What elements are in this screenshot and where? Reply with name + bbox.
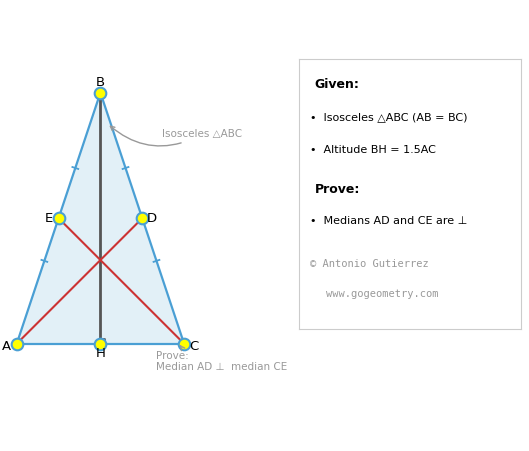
Text: E: E — [44, 212, 53, 225]
Point — [180, 340, 188, 347]
Text: Given:: Given: — [314, 78, 359, 91]
Text: © Antonio Gutierrez: © Antonio Gutierrez — [310, 259, 428, 269]
Text: Isosceles △ABC: Isosceles △ABC — [111, 126, 242, 146]
Polygon shape — [17, 93, 184, 344]
Point — [13, 340, 21, 347]
Text: www.gogeometry.com: www.gogeometry.com — [325, 289, 438, 299]
Text: A: A — [2, 340, 11, 353]
Text: Prove:
Median AD ⊥  median CE: Prove: Median AD ⊥ median CE — [156, 346, 287, 373]
Text: Prove:: Prove: — [314, 183, 360, 196]
Text: •  Isosceles △ABC (AB = BC): • Isosceles △ABC (AB = BC) — [310, 113, 468, 123]
Text: H: H — [95, 347, 105, 360]
Text: B: B — [96, 76, 105, 89]
Text: D: D — [147, 212, 157, 225]
Text: •  Altitude BH = 1.5AC: • Altitude BH = 1.5AC — [310, 145, 436, 155]
Text: •  Medians AD and CE are ⊥: • Medians AD and CE are ⊥ — [310, 216, 467, 226]
Point — [96, 89, 105, 97]
Point — [96, 340, 105, 347]
Point — [138, 215, 147, 222]
Text: C: C — [189, 340, 199, 353]
Point — [54, 215, 63, 222]
